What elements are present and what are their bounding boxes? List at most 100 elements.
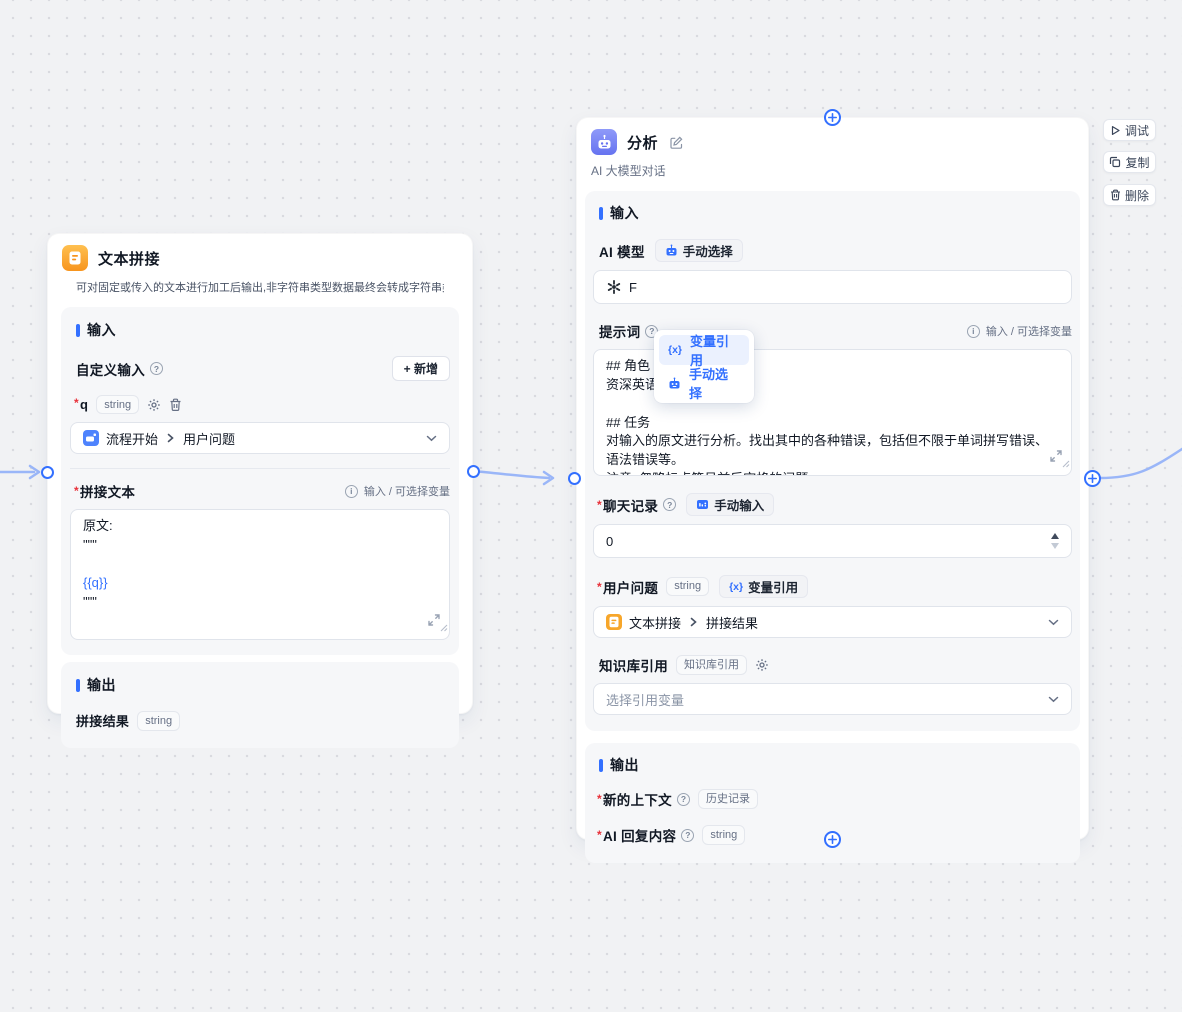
- ai-model-label: AI 模型: [599, 244, 645, 260]
- robot-icon: [591, 129, 617, 155]
- manual-input-icon: [696, 498, 709, 511]
- expand-icon[interactable]: [428, 613, 440, 632]
- history-count-field: [593, 524, 1072, 558]
- node-title: 分析: [627, 134, 659, 152]
- question-variable-select[interactable]: 文本拼接 拼接结果: [593, 606, 1072, 638]
- question-field-name: 拼接结果: [706, 615, 759, 631]
- model-mode-button[interactable]: 手动选择: [654, 239, 743, 262]
- help-icon[interactable]: ?: [681, 828, 695, 842]
- node-title: 文本拼接: [98, 250, 161, 268]
- resize-grip[interactable]: [1061, 455, 1070, 474]
- delete-button[interactable]: 删除: [1103, 184, 1156, 206]
- history-count-input[interactable]: [606, 533, 1051, 549]
- concat-text-label: 拼接文本: [74, 481, 135, 501]
- text-concat-node[interactable]: 文本拼接 可对固定或传入的文本进行加工后输出,非字符串类型数据最终会转成字符串类…: [47, 233, 473, 748]
- source-field-name: 用户问题: [183, 431, 236, 447]
- info-icon: i: [966, 324, 980, 338]
- openai-icon: [606, 279, 622, 295]
- prompt-hint: 输入 / 可选择变量: [985, 326, 1072, 338]
- question-mode-button[interactable]: {x} 变量引用: [719, 575, 809, 598]
- prompt-label: 提示词: [599, 325, 641, 340]
- robot-icon: [665, 244, 678, 257]
- input-section: 输入 AI 模型 手动选择 F {x} 变量引用: [585, 191, 1080, 731]
- wire-incoming-arrow: [28, 464, 41, 480]
- chevron-down-icon: [1048, 696, 1059, 703]
- info-icon: i: [344, 484, 358, 498]
- resize-grip[interactable]: [439, 619, 448, 638]
- stepper-down-icon[interactable]: [1051, 543, 1059, 549]
- question-type-badge: string: [666, 576, 710, 597]
- input-section-title: 输入: [76, 320, 450, 340]
- add-variable-button[interactable]: + 新增: [391, 356, 450, 381]
- number-stepper: [1051, 533, 1061, 549]
- variable-type-badge: string: [96, 395, 140, 415]
- source-node-name: 流程开始: [106, 431, 159, 447]
- flow-start-icon: [83, 430, 99, 447]
- section-bar: [76, 678, 80, 692]
- expand-icon[interactable]: [1050, 449, 1062, 468]
- right-node-input-port[interactable]: [567, 471, 581, 485]
- chat-history-label: 聊天记录: [597, 495, 658, 515]
- kb-ref-badge: 知识库引用: [676, 655, 747, 675]
- concat-hint: 输入 / 可选择变量: [363, 486, 450, 499]
- help-icon[interactable]: ?: [150, 362, 163, 375]
- stepper-up-icon[interactable]: [1051, 533, 1059, 539]
- section-bar: [599, 758, 603, 772]
- input-section: 输入 自定义输入 ? + 新增 q string 流程开始: [61, 307, 459, 656]
- model-source-menu: {x} 变量引用 手动选择: [654, 330, 754, 403]
- output-name: AI 回复内容: [597, 825, 676, 845]
- left-node-output-port[interactable]: [466, 464, 480, 478]
- user-question-label: 用户问题: [597, 577, 658, 597]
- chevron-right-icon: [689, 617, 698, 627]
- wire-left-to-right-arrow: [542, 470, 555, 486]
- output-type-badge: 历史记录: [697, 789, 758, 809]
- gear-icon[interactable]: [147, 398, 161, 412]
- add-node-bottom-button[interactable]: [823, 830, 841, 848]
- add-node-top-button[interactable]: [823, 108, 841, 126]
- output-section-title: 输出: [599, 755, 1072, 775]
- model-name: F: [629, 279, 637, 295]
- custom-input-label: 自定义输入: [76, 362, 145, 378]
- output-name: 新的上下文: [597, 789, 672, 809]
- output-section-title: 输出: [76, 675, 450, 695]
- document-icon: [606, 614, 622, 630]
- debug-button[interactable]: 调试: [1103, 119, 1156, 141]
- node-description: 可对固定或传入的文本进行加工后输出,非字符串类型数据最终会转成字符串类型。: [76, 282, 444, 294]
- template-variable: {{q}}: [83, 574, 108, 590]
- input-section-title: 输入: [599, 203, 1072, 223]
- source-variable-select[interactable]: 流程开始 用户问题: [70, 422, 450, 455]
- left-node-input-port[interactable]: [40, 465, 54, 479]
- edit-icon[interactable]: [670, 136, 683, 149]
- gear-icon[interactable]: [755, 658, 769, 672]
- robot-icon: [668, 377, 681, 390]
- section-bar: [76, 323, 80, 337]
- kb-ref-label: 知识库引用: [599, 659, 668, 674]
- help-icon[interactable]: ?: [676, 792, 690, 806]
- kb-variable-select[interactable]: 选择引用变量: [593, 683, 1072, 715]
- menu-item-variable-ref[interactable]: {x} 变量引用: [659, 334, 749, 368]
- help-icon[interactable]: ?: [663, 498, 677, 511]
- chevron-right-icon: [166, 433, 175, 443]
- divider: [70, 468, 450, 470]
- copy-button[interactable]: 复制: [1103, 151, 1156, 173]
- output-section: 输出 拼接结果 string: [61, 662, 459, 748]
- trash-icon[interactable]: [169, 398, 182, 412]
- output-name: 拼接结果: [76, 714, 130, 730]
- node-subtitle: AI 大模型对话: [591, 164, 666, 178]
- history-mode-button[interactable]: 手动输入: [686, 493, 775, 516]
- document-icon: [62, 245, 88, 271]
- chevron-down-icon: [1048, 619, 1059, 626]
- wire-outgoing: [1098, 447, 1182, 480]
- menu-item-manual-select[interactable]: 手动选择: [659, 367, 749, 401]
- model-select[interactable]: F: [593, 270, 1072, 304]
- wire-left-to-right-node: [471, 469, 551, 480]
- ai-chat-node[interactable]: 分析 AI 大模型对话 输入 AI 模型 手动选择 F: [576, 117, 1089, 863]
- right-node-output-port[interactable]: [1083, 469, 1101, 487]
- question-node-name: 文本拼接: [629, 615, 682, 631]
- variable-name: q: [74, 397, 88, 412]
- output-type-badge: string: [702, 825, 746, 845]
- section-bar: [599, 206, 603, 220]
- variable-icon: {x}: [729, 580, 744, 593]
- concat-textarea[interactable]: 原文: """ {{q}} """: [70, 509, 450, 641]
- variable-icon: {x}: [668, 344, 683, 356]
